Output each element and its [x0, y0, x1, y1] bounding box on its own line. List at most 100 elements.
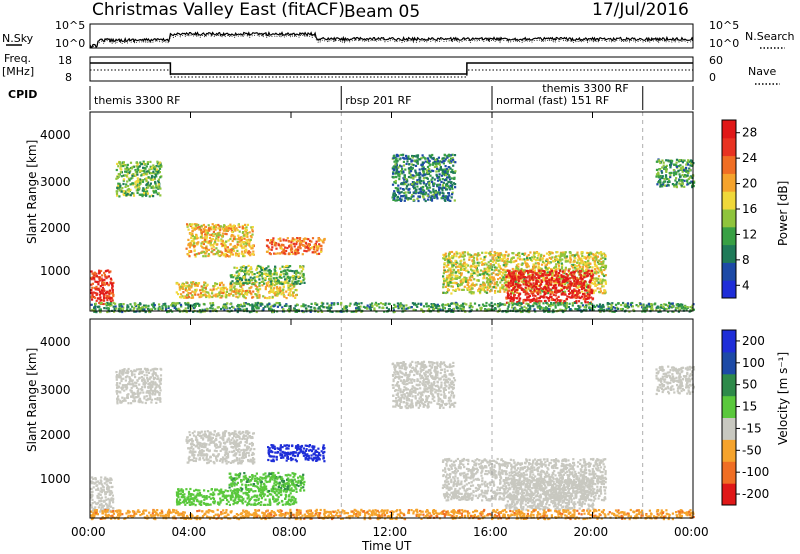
- scatter-cell: [114, 305, 117, 308]
- scatter-cell: [251, 233, 254, 236]
- scatter-cell: [158, 171, 161, 174]
- scatter-cell: [551, 252, 554, 255]
- scatter-cell: [575, 268, 578, 271]
- scatter-cell: [94, 296, 97, 299]
- scatter-cell: [508, 297, 512, 300]
- scatter-cell: [494, 254, 497, 257]
- scatter-cell: [235, 295, 238, 298]
- scatter-cell: [444, 255, 447, 258]
- scatter-cell: [323, 238, 326, 241]
- scatter-cell: [681, 182, 684, 186]
- scatter-cell: [93, 278, 96, 281]
- scatter-cell: [528, 281, 531, 285]
- scatter-cell: [204, 294, 208, 297]
- scatter-cell: [100, 302, 103, 305]
- scatter-cell: [244, 290, 247, 293]
- scatter-cell: [489, 250, 492, 254]
- scatter-cell: [406, 160, 409, 163]
- scatter-cell: [510, 261, 513, 264]
- scatter-cell: [234, 292, 237, 295]
- scatter-cell: [274, 252, 277, 255]
- scatter-cell: [554, 269, 557, 272]
- scatter-cell: [587, 297, 590, 300]
- scatter-cell: [531, 273, 534, 276]
- scatter-cell: [562, 271, 565, 274]
- scatter-cell: [669, 164, 672, 167]
- scatter-cell: [569, 257, 572, 260]
- scatter-cell: [100, 274, 104, 277]
- scatter-cell: [102, 292, 105, 295]
- scatter-cell: [317, 237, 320, 240]
- scatter-cell: [220, 307, 223, 311]
- scatter-cell: [288, 293, 291, 297]
- scatter-cell: [302, 303, 305, 306]
- scatter-cell: [560, 267, 564, 270]
- scatter-cell: [661, 185, 664, 188]
- scatter-cell: [404, 168, 407, 171]
- scatter-cell: [448, 304, 451, 307]
- scatter-cell: [583, 272, 586, 275]
- scatter-cell: [451, 285, 454, 288]
- scatter-cell: [230, 288, 233, 291]
- scatter-cell: [450, 250, 454, 254]
- scatter-cell: [678, 159, 681, 162]
- scatter-cell: [384, 303, 387, 306]
- scatter-cell: [475, 269, 479, 272]
- scatter-cell: [138, 187, 141, 190]
- scatter-cell: [280, 243, 283, 246]
- scatter-cell: [239, 289, 242, 292]
- scatter-cell: [398, 175, 401, 178]
- scatter-cell: [430, 197, 433, 201]
- scatter-cell: [273, 271, 276, 274]
- scatter-cell: [328, 309, 331, 312]
- scatter-cell: [564, 266, 567, 269]
- scatter-cell: [117, 182, 120, 185]
- scatter-cell: [289, 285, 292, 288]
- scatter-cell: [187, 253, 190, 256]
- scatter-cell: [257, 288, 260, 292]
- scatter-cell: [140, 163, 143, 166]
- scatter-cell: [491, 260, 494, 263]
- scatter-cell: [394, 199, 397, 202]
- scatter-cell: [219, 234, 222, 237]
- scatter-cell: [460, 259, 463, 262]
- scatter-cell: [200, 235, 203, 239]
- scatter-cell: [154, 182, 157, 185]
- scatter-cell: [603, 290, 606, 293]
- scatter-cell: [479, 257, 482, 260]
- scatter-cell: [604, 274, 607, 277]
- scatter-cell: [229, 237, 232, 241]
- scatter-cell: [103, 271, 106, 274]
- scatter-cell: [471, 255, 474, 258]
- scatter-cell: [566, 278, 569, 281]
- scatter-cell: [242, 234, 245, 237]
- scatter-cell: [412, 164, 415, 167]
- scatter-cell: [405, 157, 408, 160]
- scatter-cell: [311, 246, 314, 249]
- scatter-cell: [187, 295, 191, 298]
- scatter-cell: [445, 278, 448, 281]
- scatter-cell: [111, 285, 114, 288]
- scatter-cell: [241, 247, 244, 250]
- scatter-cell: [515, 270, 518, 273]
- scatter-cell: [294, 251, 297, 255]
- nsky-panel-frame: [89, 23, 694, 49]
- scatter-cell: [94, 275, 97, 278]
- scatter-cell: [685, 166, 688, 169]
- scatter-cell: [576, 282, 579, 285]
- scatter-cell: [534, 286, 537, 289]
- scatter-cell: [669, 166, 672, 169]
- scatter-cell: [585, 269, 588, 272]
- scatter-cell: [478, 273, 482, 276]
- scatter-cell: [492, 286, 495, 289]
- scatter-cell: [126, 163, 129, 166]
- scatter-cell: [394, 172, 397, 175]
- scatter-cell: [187, 243, 190, 246]
- scatter-cell: [537, 293, 540, 296]
- scatter-cell: [431, 157, 434, 160]
- scatter-cell: [592, 277, 595, 280]
- scatter-cell: [468, 278, 471, 281]
- scatter-cell: [218, 291, 221, 294]
- scatter-cell: [125, 168, 128, 171]
- scatter-cell: [655, 168, 659, 171]
